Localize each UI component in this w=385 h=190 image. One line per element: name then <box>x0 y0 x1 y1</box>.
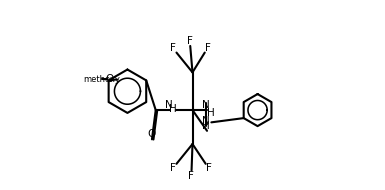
Text: N: N <box>202 116 209 126</box>
Text: F: F <box>206 163 212 173</box>
Text: H: H <box>169 104 177 114</box>
Text: F: F <box>188 171 194 181</box>
Text: O: O <box>106 74 114 84</box>
Text: N: N <box>164 100 172 110</box>
Text: F: F <box>187 36 193 46</box>
Text: H: H <box>202 121 209 131</box>
Text: O: O <box>148 129 156 139</box>
Text: F: F <box>204 43 211 53</box>
Text: N: N <box>202 100 209 110</box>
Text: methoxy: methoxy <box>84 75 121 84</box>
Text: H: H <box>207 108 215 118</box>
Text: F: F <box>170 44 176 53</box>
Text: F: F <box>170 163 176 173</box>
